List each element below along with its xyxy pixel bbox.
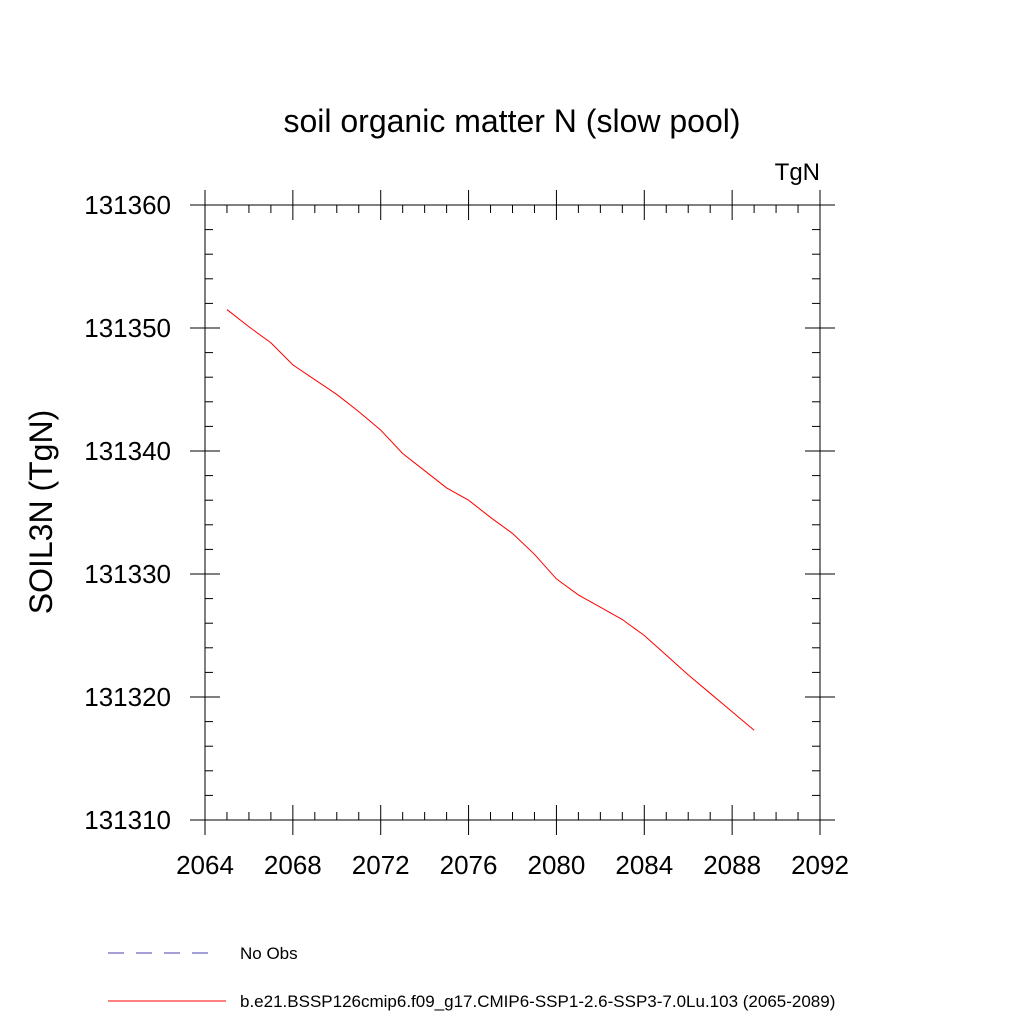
- y-tick-label: 131360: [84, 190, 171, 220]
- legend-label: No Obs: [240, 944, 298, 963]
- y-tick-label: 131340: [84, 436, 171, 466]
- y-tick-label: 131330: [84, 559, 171, 589]
- series-layer: [226, 309, 755, 731]
- units-label: TgN: [775, 159, 820, 186]
- y-tick-label: 131320: [84, 682, 171, 712]
- x-tick-label: 2092: [791, 850, 849, 880]
- series-line: [226, 309, 755, 731]
- x-tick-label: 2088: [703, 850, 761, 880]
- x-tick-label: 2072: [352, 850, 410, 880]
- x-tick-label: 2080: [528, 850, 586, 880]
- legend-label: b.e21.BSSP126cmip6.f09_g17.CMIP6-SSP1-2.…: [240, 992, 835, 1011]
- x-tick-label: 2084: [615, 850, 673, 880]
- legend: No Obs b.e21.BSSP126cmip6.f09_g17.CMIP6-S…: [108, 944, 835, 1011]
- y-tick-label: 131350: [84, 313, 171, 343]
- x-tick-label: 2064: [176, 850, 234, 880]
- plot-frame: [204, 204, 821, 821]
- y-axis: 131310 131320 131330 131340 131350 131360: [84, 190, 835, 835]
- y-tick-label: 131310: [84, 805, 171, 835]
- chart-title: soil organic matter N (slow pool): [283, 103, 740, 139]
- x-tick-label: 2068: [264, 850, 322, 880]
- x-tick-label: 2076: [440, 850, 498, 880]
- y-axis-label: SOIL3N (TgN): [23, 410, 59, 614]
- x-axis: 2064 2068 2072 2076 2080 2084 2088 2092: [176, 190, 849, 880]
